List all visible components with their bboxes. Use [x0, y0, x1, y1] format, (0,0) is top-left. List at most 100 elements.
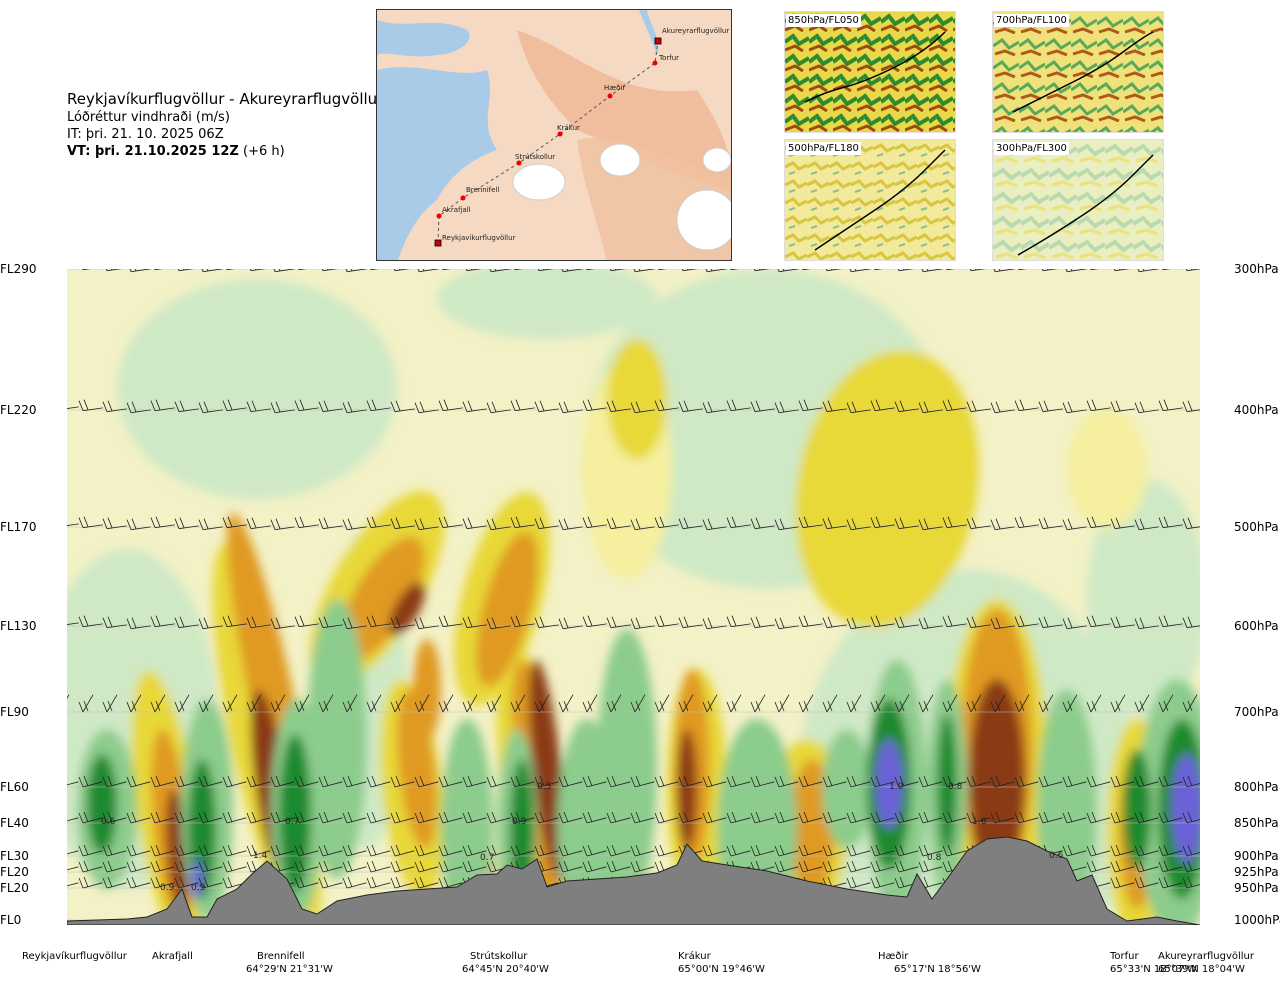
wind-barb [1018, 623, 1039, 628]
wind-barb-feather [323, 811, 329, 823]
wind-barb-feather [390, 812, 396, 824]
wind-barb-feather [275, 518, 281, 529]
wind-barb-feather [827, 700, 833, 712]
wind-barb [634, 269, 655, 273]
wind-barb-feather [966, 812, 972, 824]
wind-barb-feather [683, 616, 689, 627]
wind-barb-feather [918, 812, 924, 824]
wind-barb-feather [923, 844, 929, 856]
wind-barb-feather [174, 776, 180, 788]
wind-barb-feather [1019, 811, 1025, 823]
wind-barb-feather [1086, 861, 1092, 873]
wind-barb [970, 408, 991, 413]
wind-barb-feather [107, 517, 113, 528]
wind-barb-feather [78, 616, 84, 627]
wind-barb-feather [798, 861, 804, 873]
wind-barb-feather [251, 400, 257, 411]
wind-barb-feather [443, 876, 449, 888]
wind-barb-feather [947, 775, 953, 787]
wind-barb [1162, 694, 1174, 713]
vertical-velocity-field [795, 350, 979, 628]
wind-barb-feather [918, 519, 924, 530]
wind-barb [634, 625, 655, 630]
wind-barb-feather [438, 877, 444, 889]
wind-barb [706, 409, 727, 414]
wind-barb-feather [323, 700, 329, 712]
wind-barb-feather [534, 845, 540, 857]
wind-barb [754, 850, 775, 857]
wind-barb-feather [899, 775, 905, 787]
level-map-700-svg [993, 12, 1163, 132]
wind-barb-feather [966, 401, 972, 412]
station-label: Krákur 65°00'N 19°46'W [678, 950, 765, 976]
fl-tick-label: FL220 [0, 403, 37, 417]
station-coord: 65°39'N 18°04'W [1158, 964, 1245, 975]
wind-barb-feather [606, 776, 612, 788]
wind-barb-feather [275, 860, 281, 872]
station-coord: 65°17'N 18°56'W [894, 964, 981, 975]
wind-barb-feather [321, 269, 324, 271]
wind-barb-feather [179, 517, 185, 528]
station-name: Strútskollur [470, 951, 528, 962]
wind-barb-feather [491, 700, 497, 712]
wind-barb-feather [443, 811, 449, 823]
wind-barb-feather [638, 269, 641, 271]
wind-barb [706, 694, 718, 713]
wind-barb [778, 269, 799, 273]
wind-barb-feather [875, 615, 881, 626]
wind-barb-feather [246, 861, 252, 873]
wind-barb-feather [515, 615, 521, 626]
wind-barb-feather [390, 701, 396, 713]
wind-barb-feather [731, 844, 737, 856]
wind-barb-feather [707, 844, 713, 856]
wind-barb-feather [491, 844, 497, 856]
wind-barb [298, 866, 319, 873]
wind-barb-feather [827, 400, 833, 411]
wind-barb-feather [755, 860, 761, 872]
wind-barb-feather [323, 517, 329, 528]
wind-barb-feather [755, 400, 761, 411]
wind-barb-feather [198, 519, 204, 530]
wind-barb [1090, 781, 1111, 788]
wind-barb-feather [414, 877, 420, 889]
wind-barb [538, 850, 559, 857]
wind-barb-feather [659, 516, 665, 527]
wind-barb-feather [894, 776, 900, 788]
wind-barb [610, 866, 631, 873]
wind-barb [226, 850, 247, 857]
wind-barb-feather [371, 860, 377, 872]
route-point-label: Torfur [658, 54, 679, 62]
wind-barb-feather [174, 518, 180, 529]
wind-barb-feather [654, 845, 660, 857]
wind-barb-feather [179, 844, 185, 856]
wind-barb [1138, 409, 1159, 414]
wind-barb-feather [102, 845, 108, 857]
wind-barb [1138, 694, 1150, 713]
wind-barb [850, 625, 871, 630]
wind-barb-feather [635, 617, 641, 628]
wind-barb-feather [942, 776, 948, 788]
wind-barb-feather [630, 812, 636, 824]
wind-barb-feather [462, 776, 468, 788]
wind-barb-feather [774, 402, 780, 413]
wind-barb-feather [659, 615, 665, 626]
route-point-label: Akrafjall [442, 206, 471, 214]
wind-barb-feather [899, 400, 905, 411]
wind-barb [106, 866, 127, 873]
wind-barb-feather [1187, 400, 1193, 411]
wind-barb [970, 781, 991, 788]
wind-barb [1066, 850, 1087, 857]
wind-barb-feather [923, 401, 929, 412]
wind-barb-feather [611, 700, 617, 712]
wind-barb-feather [854, 269, 857, 271]
wind-barb [1138, 866, 1159, 873]
wind-barb [130, 866, 151, 873]
wind-barb-feather [443, 775, 449, 787]
wind-barb-feather [150, 616, 156, 627]
wind-barb-feather [371, 775, 377, 787]
wind-barb-feather [270, 519, 276, 530]
hpa-tick-label: 950hPa [1234, 881, 1279, 895]
wind-barb-feather [198, 402, 204, 413]
wind-barb [370, 694, 382, 713]
wind-barb-feather [318, 812, 324, 824]
